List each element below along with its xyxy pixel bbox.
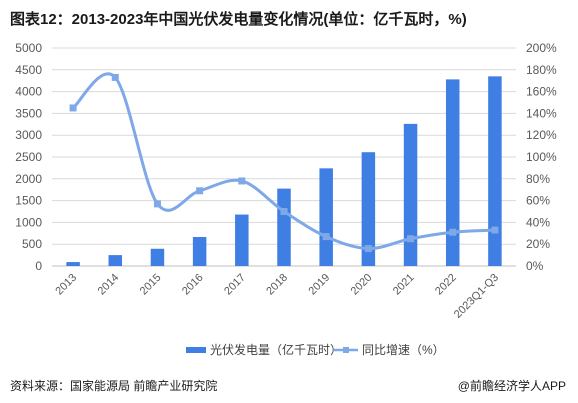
line-marker [238,177,246,185]
bar [277,188,291,266]
right-axis-tick-label: 60% [526,194,550,208]
growth-rate-line [71,72,497,251]
bar-series [66,76,502,266]
legend: 光伏发电量（亿千瓦时） 同比增速（%） [186,342,445,357]
line-marker [449,228,457,236]
bar [66,262,80,266]
line-marker [364,245,372,253]
left-axis-tick-label: 500 [22,237,42,251]
line-marker [69,104,77,112]
x-axis-tick-label: 2020 [349,272,375,298]
x-axis-tick-label: 2021 [391,272,417,298]
bar [403,123,418,266]
bar [192,237,207,266]
left-axis-tick-label: 0 [35,259,42,273]
right-axis-tick-label: 200% [526,41,557,55]
left-axis-tick-label: 1000 [15,215,42,229]
line-marker [322,233,330,241]
x-axis-tick-label: 2018 [264,272,290,298]
x-axis-tick-label: 2016 [180,272,206,298]
x-axis-tick-label: 2023Q1-Q3 [452,272,501,321]
right-axis-tick-label: 100% [526,150,557,164]
line-marker [153,200,161,208]
right-axis-tick-label: 180% [526,63,557,77]
x-axis-tick-label: 2017 [222,272,248,298]
left-axis-tick-label: 1500 [15,194,42,208]
bar [361,152,376,266]
right-axis-tick-label: 120% [526,128,557,142]
line-marker [280,208,288,215]
credit-note: @前瞻经济学人APP [457,379,566,393]
left-axis-tick-label: 4500 [15,63,42,77]
bar [319,168,333,266]
legend-bar-swatch [186,347,206,353]
legend-line-marker [343,347,349,353]
x-axis-tick-label: 2015 [138,272,164,298]
bar [488,76,502,266]
right-axis-tick-label: 140% [526,106,557,120]
right-axis-tick-label: 20% [526,237,550,251]
right-axis-tick-label: 40% [526,215,550,229]
left-axis-labels: 0 500 1000 1500 2000 2500 3000 3500 4000 4500 5000 [15,41,42,273]
line-marker [491,226,499,234]
x-axis-tick-label: 2022 [433,272,459,298]
left-axis-tick-label: 3000 [15,128,42,142]
legend-line-label: 同比增速（%） [362,343,445,357]
source-note: 资料来源：国家能源局 前瞻产业研究院 [10,379,218,393]
x-axis-tick-label: 2014 [96,272,122,298]
x-axis-labels: 2013 2014 2015 2016 2017 2018 2019 2020 2021 2022… [53,272,501,321]
left-axis-tick-label: 2000 [15,172,42,186]
left-axis-tick-label: 3500 [15,106,42,120]
line-marker [407,235,415,243]
line-series [69,72,499,253]
bar [235,214,249,266]
chart-title: 图表12：2013-2023年中国光伏发电量变化情况(单位：亿千瓦时，%) [10,11,467,28]
left-axis-tick-label: 2500 [15,150,42,164]
line-marker [111,73,119,81]
legend-bar-label: 光伏发电量（亿千瓦时） [210,342,342,357]
right-axis-tick-label: 160% [526,85,557,99]
left-axis-tick-label: 4000 [15,85,42,99]
x-axis-tick-label: 2019 [307,272,333,298]
line-marker [196,187,204,195]
x-axis-tick-label: 2013 [53,272,79,298]
bar [108,255,123,266]
bar [445,79,460,266]
left-axis-tick-label: 5000 [15,41,42,55]
bar [150,248,165,266]
right-axis-tick-label: 0% [526,259,544,273]
right-axis-tick-label: 80% [526,172,550,186]
right-axis-labels: 0% 20% 40% 60% 80% 100% 120% 140% 160% 180% 200% [526,41,557,273]
